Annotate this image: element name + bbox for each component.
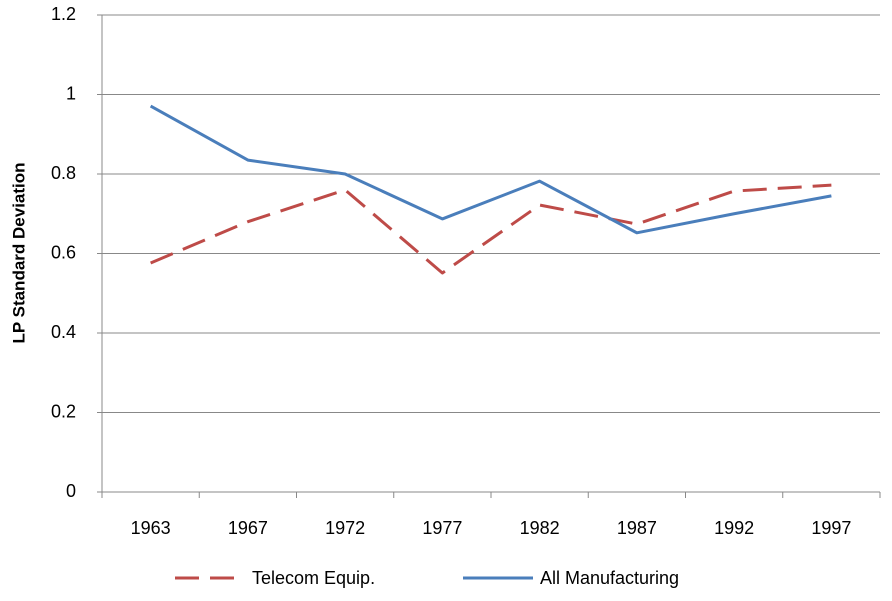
y-tick-label: 0.6 <box>51 242 76 262</box>
y-tick-label: 0.2 <box>51 401 76 421</box>
y-tick-label: 1.2 <box>51 4 76 24</box>
data-line <box>149 104 832 235</box>
x-tick-label: 1987 <box>617 518 657 538</box>
x-tick-label: 1967 <box>228 518 268 538</box>
y-tick-label: 0.8 <box>51 163 76 183</box>
y-tick-label: 0.4 <box>51 322 76 342</box>
y-tick-label: 0 <box>66 481 76 501</box>
legend-label: Telecom Equip. <box>252 568 375 588</box>
data-line <box>150 183 832 275</box>
legend-label: All Manufacturing <box>540 568 679 588</box>
x-tick-label: 1972 <box>325 518 365 538</box>
x-tick-label: 1982 <box>520 518 560 538</box>
x-tick-label: 1997 <box>811 518 851 538</box>
y-axis-label: LP Standard Deviation <box>9 162 28 343</box>
y-tick-label: 1 <box>66 83 76 103</box>
x-tick-label: 1977 <box>422 518 462 538</box>
x-tick-label: 1992 <box>714 518 754 538</box>
x-tick-label: 1963 <box>131 518 171 538</box>
